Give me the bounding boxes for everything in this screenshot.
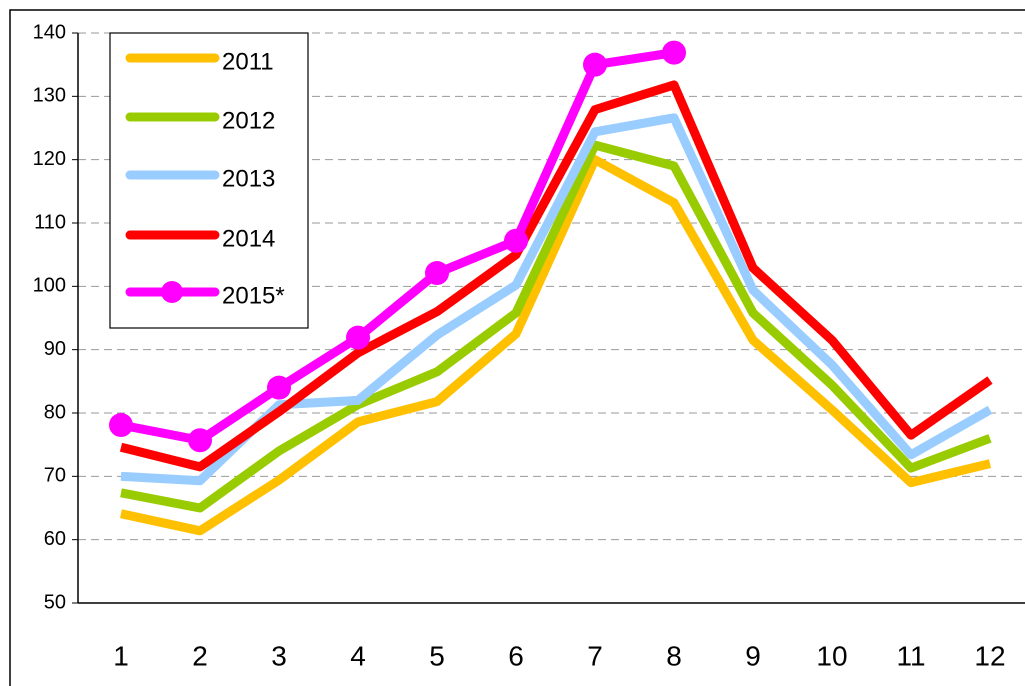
frame <box>9 9 1025 686</box>
x-tick-label: 3 <box>271 640 287 671</box>
x-tick-label: 7 <box>587 640 603 671</box>
point-marker <box>662 40 686 65</box>
x-tick-label: 8 <box>666 640 682 671</box>
y-tick-label: 110 <box>34 211 66 233</box>
point-marker <box>109 413 133 438</box>
y-tick-label: 70 <box>44 465 66 487</box>
series-line <box>120 48 675 445</box>
legend-box <box>109 32 309 329</box>
y-tick-label: 120 <box>33 148 66 170</box>
x-tick-label: 11 <box>896 640 925 671</box>
x-tick-label: 2 <box>192 640 208 671</box>
y-tick-label: 100 <box>33 275 66 297</box>
legend-label: 2012 <box>222 107 275 134</box>
legend-label: 2013 <box>222 165 275 192</box>
legend-marker <box>161 281 183 303</box>
x-tick-label: 6 <box>508 640 524 671</box>
y-tick-label: 80 <box>44 401 66 423</box>
series-line <box>120 140 992 513</box>
point-marker <box>188 428 212 453</box>
x-tick-label: 9 <box>745 640 761 671</box>
x-tick-label: 10 <box>816 640 847 671</box>
y-tick-label: 140 <box>33 21 66 43</box>
series-line <box>119 80 993 472</box>
x-tick-label: 4 <box>350 640 366 671</box>
legend-label: 2011 <box>222 48 274 75</box>
y-tick-label: 50 <box>44 591 66 613</box>
point-marker <box>267 375 291 400</box>
point-marker <box>346 325 370 350</box>
x-tick-label: 5 <box>429 640 445 671</box>
y-tick-label: 130 <box>33 85 66 107</box>
point-marker <box>583 52 607 77</box>
point-marker <box>504 228 528 253</box>
x-tick-label: 1 <box>113 640 129 671</box>
legend-label: 2014 <box>222 225 275 252</box>
y-tick-label: 60 <box>44 528 66 550</box>
x-tick-label: 12 <box>974 640 1005 671</box>
point-marker <box>425 261 449 286</box>
legend-label: 2015* <box>222 282 285 309</box>
series-line <box>120 155 992 536</box>
y-tick-label: 90 <box>44 338 66 360</box>
